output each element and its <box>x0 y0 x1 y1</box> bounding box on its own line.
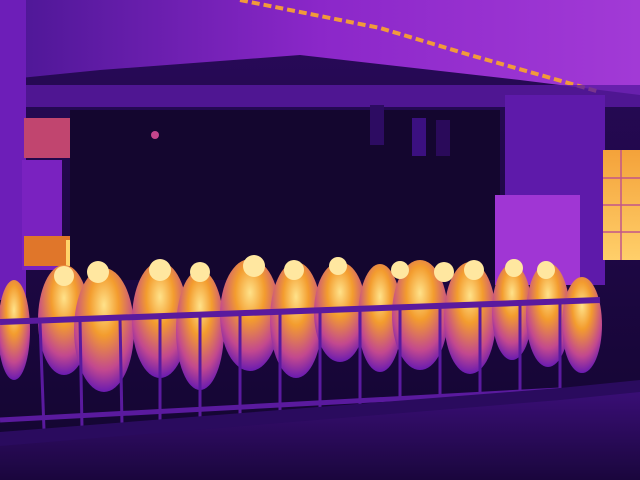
person <box>392 260 448 370</box>
canopy-warm-edge <box>239 0 601 94</box>
head <box>537 261 555 279</box>
head <box>391 261 409 279</box>
person <box>358 264 402 372</box>
person <box>492 264 532 360</box>
person <box>0 280 30 380</box>
distant-window-1 <box>370 105 384 145</box>
person <box>562 277 602 373</box>
head <box>329 257 347 275</box>
ground-foreground <box>0 385 640 480</box>
distant-window-2 <box>412 118 426 156</box>
head <box>464 260 484 280</box>
distant-window-3 <box>436 120 450 156</box>
person <box>444 262 496 374</box>
head <box>434 262 454 282</box>
head <box>284 260 304 280</box>
ground-edge <box>0 380 640 446</box>
head <box>505 259 523 277</box>
overhead-canopy <box>0 0 640 95</box>
distant-light <box>151 131 159 139</box>
left-pillar <box>0 0 26 300</box>
person <box>74 268 134 392</box>
dark-building <box>70 110 500 280</box>
head <box>190 262 210 282</box>
crowd <box>0 255 602 392</box>
canopy-beam <box>20 85 640 107</box>
head <box>243 255 265 277</box>
person <box>270 262 322 378</box>
metal-railing <box>0 297 601 431</box>
head <box>149 259 171 281</box>
head <box>54 266 74 286</box>
right-window-grid <box>603 150 640 260</box>
head <box>87 261 109 283</box>
